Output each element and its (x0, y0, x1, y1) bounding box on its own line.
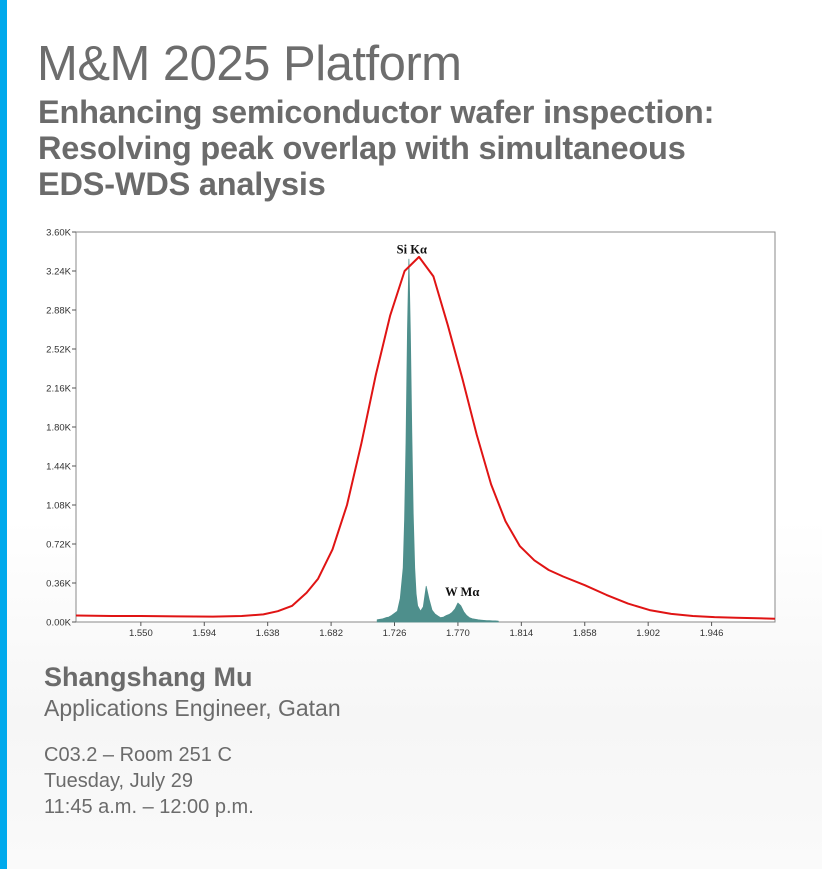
x-tick-label: 1.814 (509, 628, 533, 639)
x-tick-label: 1.858 (573, 628, 597, 639)
talk-title-line: Enhancing semiconductor wafer inspection… (38, 94, 715, 130)
x-tick-label: 1.946 (700, 628, 724, 639)
y-tick-label: 3.60K (46, 228, 71, 239)
y-tick-label: 1.08K (46, 501, 71, 512)
x-tick-label: 1.770 (446, 628, 470, 639)
x-tick-label: 1.726 (383, 628, 407, 639)
plot-frame (75, 231, 776, 623)
speaker-role: Applications Engineer, Gatan (44, 695, 341, 721)
session-time: 11:45 a.m. – 12:00 p.m. (44, 796, 254, 818)
spectrum-chart-svg: 0.00K 0.36K 0.72K 1.08K 1.44K 1.80K 2.16K 2.52K… (46, 228, 776, 639)
session-date: Tuesday, July 29 (44, 770, 193, 792)
event-title: M&M 2025 Platform (37, 37, 462, 91)
peak-label: Si Kα (397, 243, 427, 257)
y-tick-label: 1.44K (46, 462, 71, 473)
x-tick-label: 1.594 (192, 628, 216, 639)
y-tick-label: 2.88K (46, 306, 71, 317)
y-tick-label: 2.16K (46, 384, 71, 395)
talk-title: Enhancing semiconductor wafer inspection… (38, 94, 808, 202)
x-tick-label: 1.902 (636, 628, 660, 639)
talk-title-line: EDS-WDS analysis (38, 166, 326, 202)
session-info: C03.2 – Room 251 C Tuesday, July 29 11:4… (44, 742, 254, 820)
session-code-room: C03.2 – Room 251 C (44, 744, 232, 766)
x-tick-label: 1.682 (319, 628, 343, 639)
x-tick-label: 1.550 (129, 628, 153, 639)
talk-title-line: Resolving peak overlap with simultaneous (38, 130, 686, 166)
speaker-name: Shangshang Mu (44, 662, 253, 692)
peak-label: W Mα (445, 585, 479, 599)
accent-bar (0, 0, 7, 869)
y-tick-label: 3.24K (46, 267, 71, 278)
spectrum-chart: 0.00K 0.36K 0.72K 1.08K 1.44K 1.80K 2.16K 2.52K… (35, 225, 787, 645)
y-tick-label: 0.36K (46, 579, 71, 590)
y-tick-label: 1.80K (46, 423, 71, 434)
wds-spectrum (376, 258, 499, 623)
eds-curve (75, 255, 776, 620)
y-tick-label: 2.52K (46, 345, 71, 356)
y-tick-label: 0.72K (46, 540, 71, 551)
x-tick-label: 1.638 (256, 628, 280, 639)
y-tick-label: 0.00K (46, 618, 71, 629)
